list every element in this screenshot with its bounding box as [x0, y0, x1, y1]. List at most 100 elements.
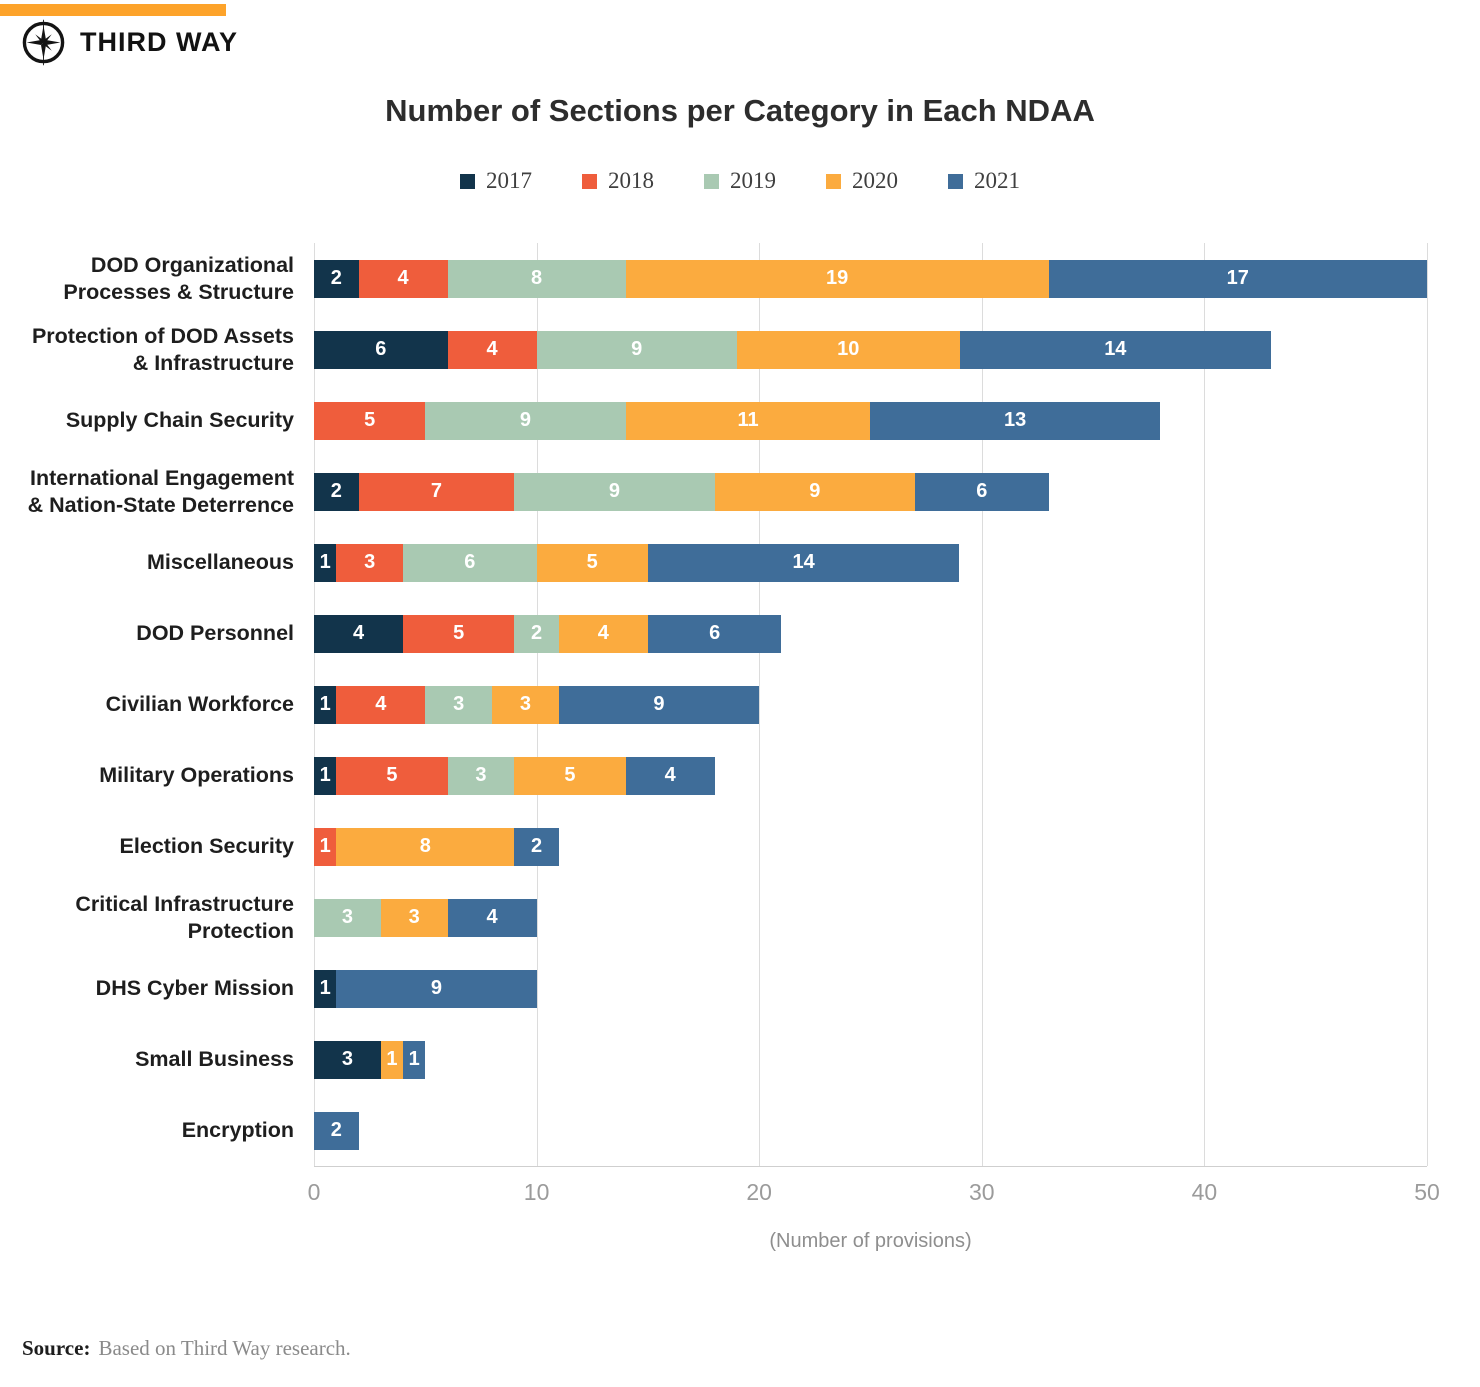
segment-value-label: 3 [453, 693, 465, 715]
bar-segment-2017: 1 [314, 756, 337, 795]
bar-segment-2019: 2 [514, 614, 559, 653]
x-tick-40: 40 [1191, 1179, 1218, 1205]
segment-value-label: 9 [809, 480, 821, 502]
legend-swatch-2020 [826, 173, 841, 189]
legend-swatch-2018 [582, 173, 597, 189]
chart-row: DOD Organizational Processes & Structure… [0, 243, 1427, 314]
segment-value-label: 10 [837, 338, 860, 360]
bar-segment-2021: 9 [336, 969, 537, 1008]
segment-value-label: 4 [486, 906, 498, 928]
segment-value-label: 1 [386, 1048, 398, 1070]
bar-area: 2 4 8 19 17 [314, 259, 1427, 298]
bar-segment-2021: 2 [514, 827, 559, 866]
bar-segment-2019: 9 [536, 330, 737, 369]
bar-segment-2019: 6 [403, 543, 537, 582]
segment-value-label: 2 [531, 622, 543, 644]
chart-row: Supply Chain Security 5 9 11 13 [0, 385, 1427, 456]
segment-value-label: 14 [792, 551, 815, 573]
segment-value-label: 2 [330, 267, 342, 289]
third-way-logo: THIRD WAY [20, 19, 238, 66]
bar-segment-2019: 3 [447, 756, 515, 795]
bar-segment-2021: 4 [625, 756, 715, 795]
bar-area: 6 4 9 10 14 [314, 330, 1427, 369]
bar-segment-2018: 7 [358, 472, 515, 511]
bar-area: 4 5 2 4 6 [314, 614, 1427, 653]
bar-segment-2018: 5 [403, 614, 515, 653]
bar-segment-2017: 1 [314, 543, 337, 582]
brand-accent-bar [0, 4, 226, 16]
legend-item-2018: 2018 [582, 168, 654, 194]
bar-segment-2017: 1 [314, 685, 337, 724]
bar-segment-2017: 2 [314, 472, 359, 511]
legend-item-2019: 2019 [704, 168, 776, 194]
category-label: Miscellaneous [147, 550, 294, 575]
chart-plot-area: DOD Organizational Processes & Structure… [0, 243, 1428, 1166]
bar-segment-2021: 6 [914, 472, 1049, 511]
category-label: DOD Personnel [136, 621, 294, 646]
segment-value-label: 3 [341, 906, 353, 928]
legend-item-2021: 2021 [948, 168, 1020, 194]
segment-value-label: 13 [1004, 409, 1027, 431]
bar-segment-2018: 4 [336, 685, 426, 724]
category-label: DHS Cyber Mission [95, 976, 294, 1001]
bar-segment-2020: 9 [714, 472, 915, 511]
x-tick-20: 20 [746, 1179, 772, 1205]
chart-row: International Engagement & Nation-State … [0, 456, 1427, 527]
category-label: International Engagement & Nation-State … [27, 466, 294, 517]
segment-value-label: 4 [375, 693, 387, 715]
category-label: DOD Organizational Processes & Structure [63, 253, 294, 304]
segment-value-label: 5 [453, 622, 465, 644]
chart-row: Miscellaneous 1 3 6 5 14 [0, 527, 1427, 598]
segment-value-label: 6 [976, 480, 988, 502]
bar-segment-2018: 1 [314, 827, 337, 866]
source-note: Source: Based on Third Way research. [22, 1336, 351, 1361]
bar-segment-2017: 3 [314, 1040, 381, 1079]
bar-segment-2020: 3 [492, 685, 559, 724]
segment-value-label: 1 [319, 977, 331, 999]
segment-value-label: 2 [330, 1119, 342, 1141]
bar-area: 1 4 3 3 9 [314, 685, 1427, 724]
segment-value-label: 2 [330, 480, 342, 502]
segment-value-label: 9 [430, 977, 442, 999]
chart-row: DHS Cyber Mission 1 9 [0, 953, 1427, 1024]
segment-value-label: 5 [564, 764, 576, 786]
segment-value-label: 5 [364, 409, 376, 431]
compass-star-icon [22, 19, 65, 66]
bar-segment-2018: 5 [314, 401, 426, 440]
segment-value-label: 5 [386, 764, 398, 786]
bar-segment-2020: 8 [336, 827, 515, 866]
segment-value-label: 11 [737, 409, 759, 431]
segment-value-label: 1 [319, 551, 331, 573]
bar-segment-2020: 4 [558, 614, 648, 653]
segment-value-label: 17 [1226, 267, 1249, 289]
bar-segment-2020: 5 [514, 756, 626, 795]
segment-value-label: 4 [352, 622, 365, 644]
chart-row: Military Operations 1 5 3 5 4 [0, 740, 1427, 811]
x-tick-10: 10 [523, 1179, 550, 1205]
legend-swatch-2017 [460, 173, 475, 189]
segment-value-label: 4 [597, 622, 609, 644]
legend-label: 2018 [608, 168, 654, 193]
segment-value-label: 6 [375, 338, 387, 360]
segment-value-label: 14 [1104, 338, 1127, 360]
legend-item-2017: 2017 [460, 168, 532, 194]
segment-value-label: 9 [519, 409, 532, 431]
segment-value-label: 4 [664, 764, 676, 786]
segment-value-label: 5 [586, 551, 598, 573]
category-label: Civilian Workforce [105, 692, 294, 717]
source-text: Based on Third Way research. [98, 1336, 351, 1360]
bar-segment-2019: 3 [425, 685, 493, 724]
bar-segment-2020: 5 [536, 543, 648, 582]
source-label: Source: [22, 1336, 91, 1360]
segment-value-label: 4 [397, 267, 409, 289]
bar-segment-2018: 3 [336, 543, 404, 582]
bar-segment-2019: 9 [514, 472, 715, 511]
bar-segment-2021: 4 [447, 898, 537, 937]
chart-title: Number of Sections per Category in Each … [385, 93, 1095, 128]
bar-area: 1 8 2 [314, 827, 1427, 866]
stacked-bar-chart: DOD Organizational Processes & Structure… [0, 243, 1480, 1213]
legend-label: 2021 [974, 168, 1020, 193]
chart-row: Civilian Workforce 1 4 3 3 9 [0, 669, 1427, 740]
category-label: Military Operations [99, 763, 294, 788]
